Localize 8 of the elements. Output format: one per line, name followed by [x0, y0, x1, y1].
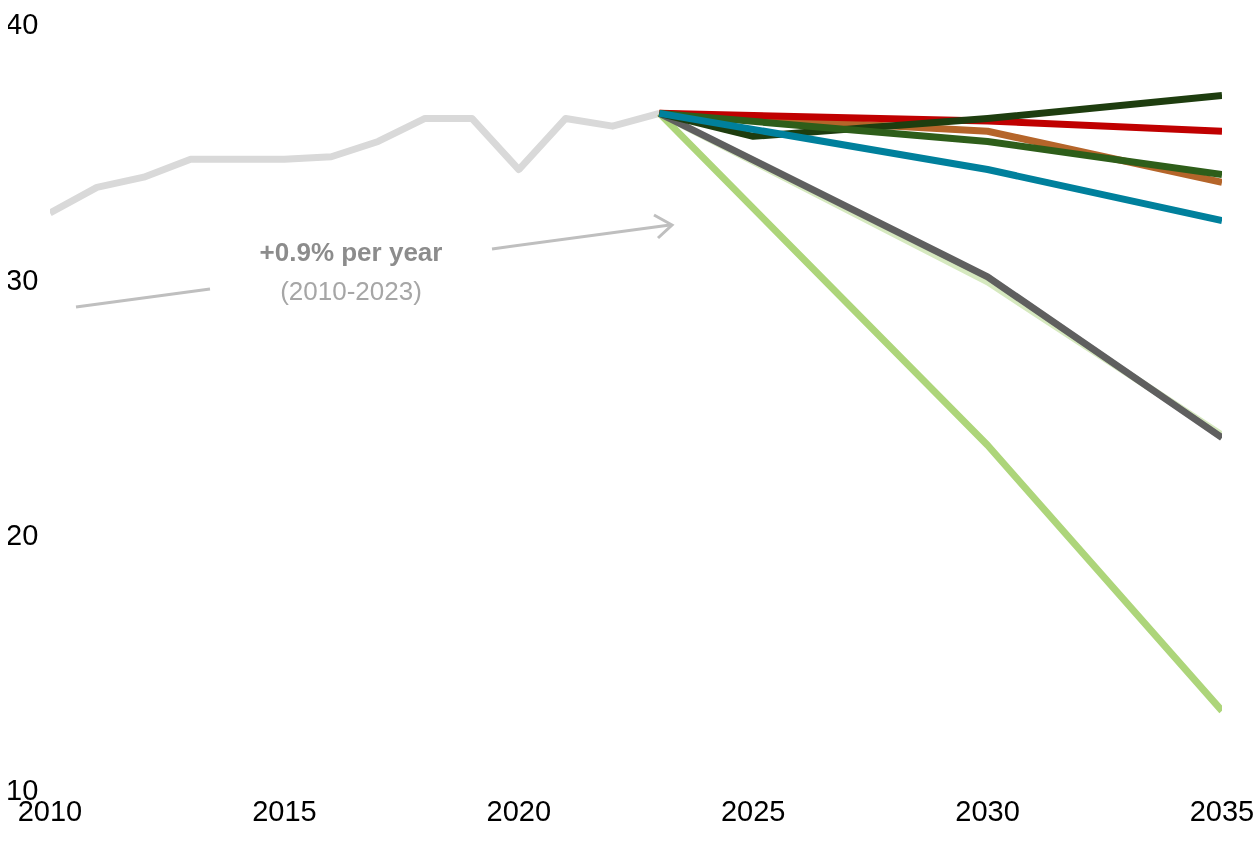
annotation: (2010-2023)	[280, 276, 422, 306]
x-tick-label: 2035	[1189, 794, 1255, 827]
annotation: +0.9% per year	[259, 237, 443, 267]
x-tick-label: 2030	[955, 794, 1020, 827]
x-tick-label: 2025	[720, 794, 786, 827]
x-tick-label: 2020	[486, 794, 552, 827]
x-tick-label: 2015	[252, 794, 317, 827]
y-tick-label: 20	[6, 518, 39, 551]
